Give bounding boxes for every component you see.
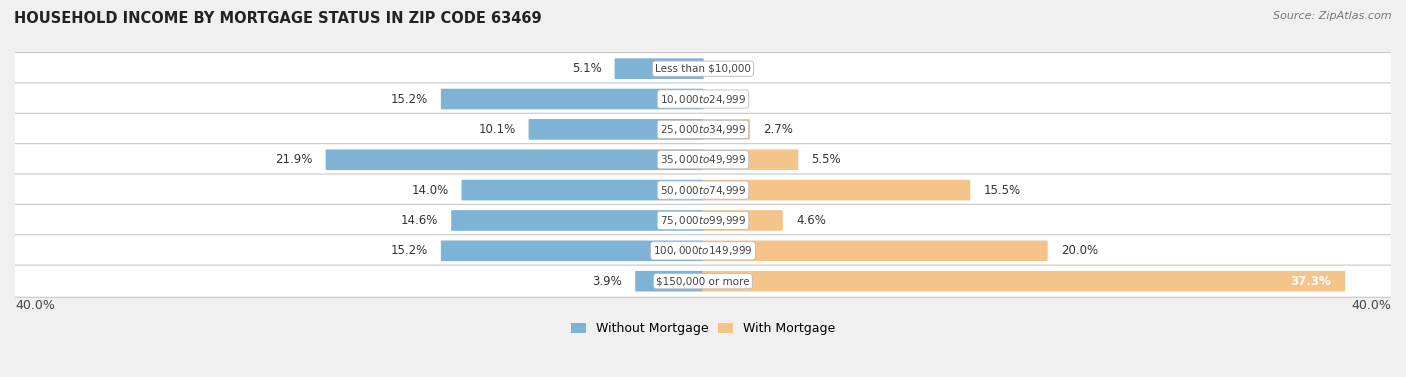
Text: HOUSEHOLD INCOME BY MORTGAGE STATUS IN ZIP CODE 63469: HOUSEHOLD INCOME BY MORTGAGE STATUS IN Z… — [14, 11, 541, 26]
FancyBboxPatch shape — [6, 235, 1400, 267]
FancyBboxPatch shape — [703, 180, 970, 201]
Text: $10,000 to $24,999: $10,000 to $24,999 — [659, 92, 747, 106]
FancyBboxPatch shape — [703, 119, 751, 140]
Text: 15.2%: 15.2% — [391, 92, 427, 106]
Legend: Without Mortgage, With Mortgage: Without Mortgage, With Mortgage — [565, 317, 841, 340]
Text: 0.0%: 0.0% — [717, 92, 747, 106]
Text: 5.1%: 5.1% — [572, 62, 602, 75]
FancyBboxPatch shape — [6, 144, 1400, 176]
FancyBboxPatch shape — [6, 174, 1400, 206]
FancyBboxPatch shape — [451, 210, 703, 231]
Text: Source: ZipAtlas.com: Source: ZipAtlas.com — [1274, 11, 1392, 21]
Text: 15.5%: 15.5% — [983, 184, 1021, 196]
Text: 14.0%: 14.0% — [411, 184, 449, 196]
Text: $25,000 to $34,999: $25,000 to $34,999 — [659, 123, 747, 136]
Text: 5.5%: 5.5% — [811, 153, 841, 166]
Text: $100,000 to $149,999: $100,000 to $149,999 — [654, 244, 752, 257]
FancyBboxPatch shape — [441, 89, 703, 109]
Text: 20.0%: 20.0% — [1060, 244, 1098, 257]
FancyBboxPatch shape — [703, 241, 1047, 261]
Text: 14.6%: 14.6% — [401, 214, 439, 227]
Text: 40.0%: 40.0% — [15, 299, 55, 312]
Text: 10.1%: 10.1% — [478, 123, 516, 136]
Text: Less than $10,000: Less than $10,000 — [655, 64, 751, 74]
FancyBboxPatch shape — [703, 271, 1346, 291]
Text: 15.2%: 15.2% — [391, 244, 427, 257]
FancyBboxPatch shape — [6, 83, 1400, 115]
FancyBboxPatch shape — [636, 271, 703, 291]
FancyBboxPatch shape — [6, 113, 1400, 146]
Text: 3.9%: 3.9% — [592, 275, 623, 288]
FancyBboxPatch shape — [703, 149, 799, 170]
Text: 4.6%: 4.6% — [796, 214, 825, 227]
Text: $35,000 to $49,999: $35,000 to $49,999 — [659, 153, 747, 166]
FancyBboxPatch shape — [6, 204, 1400, 236]
Text: 37.3%: 37.3% — [1291, 275, 1331, 288]
FancyBboxPatch shape — [529, 119, 703, 140]
Text: 0.0%: 0.0% — [717, 62, 747, 75]
FancyBboxPatch shape — [441, 241, 703, 261]
Text: 2.7%: 2.7% — [763, 123, 793, 136]
Text: 21.9%: 21.9% — [276, 153, 312, 166]
FancyBboxPatch shape — [614, 58, 703, 79]
FancyBboxPatch shape — [6, 265, 1400, 297]
Text: 40.0%: 40.0% — [1351, 299, 1391, 312]
FancyBboxPatch shape — [326, 149, 703, 170]
FancyBboxPatch shape — [6, 52, 1400, 85]
Text: $50,000 to $74,999: $50,000 to $74,999 — [659, 184, 747, 196]
FancyBboxPatch shape — [703, 210, 783, 231]
Text: $75,000 to $99,999: $75,000 to $99,999 — [659, 214, 747, 227]
FancyBboxPatch shape — [461, 180, 703, 201]
Text: $150,000 or more: $150,000 or more — [657, 276, 749, 286]
